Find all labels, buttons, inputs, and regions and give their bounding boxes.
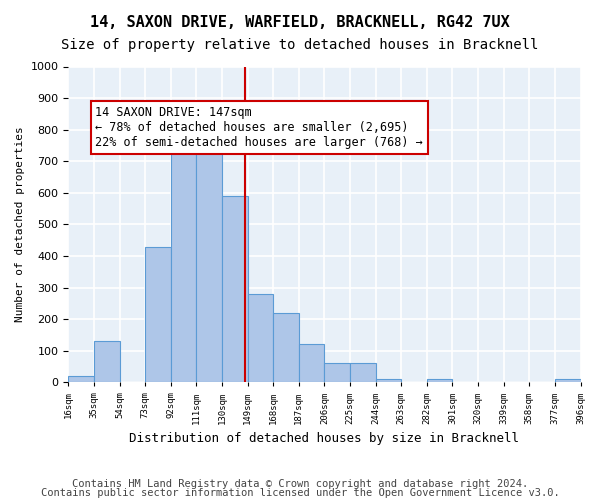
Y-axis label: Number of detached properties: Number of detached properties	[15, 126, 25, 322]
Bar	[196, 130, 222, 382]
Bar	[273, 313, 299, 382]
Bar	[248, 294, 273, 382]
Text: Contains public sector information licensed under the Open Government Licence v3: Contains public sector information licen…	[41, 488, 559, 498]
Text: Contains HM Land Registry data © Crown copyright and database right 2024.: Contains HM Land Registry data © Crown c…	[72, 479, 528, 489]
Bar	[325, 364, 350, 382]
Bar	[376, 379, 401, 382]
Bar	[350, 364, 376, 382]
Text: Size of property relative to detached houses in Bracknell: Size of property relative to detached ho…	[61, 38, 539, 52]
Bar	[299, 344, 325, 383]
Bar	[555, 379, 581, 382]
Bar	[68, 376, 94, 382]
Bar	[171, 136, 196, 382]
Bar	[427, 379, 452, 382]
Bar	[145, 246, 171, 382]
X-axis label: Distribution of detached houses by size in Bracknell: Distribution of detached houses by size …	[130, 432, 520, 445]
Bar	[222, 196, 248, 382]
Bar	[94, 342, 119, 382]
Text: 14, SAXON DRIVE, WARFIELD, BRACKNELL, RG42 7UX: 14, SAXON DRIVE, WARFIELD, BRACKNELL, RG…	[90, 15, 510, 30]
Text: 14 SAXON DRIVE: 147sqm
← 78% of detached houses are smaller (2,695)
22% of semi-: 14 SAXON DRIVE: 147sqm ← 78% of detached…	[95, 106, 423, 149]
